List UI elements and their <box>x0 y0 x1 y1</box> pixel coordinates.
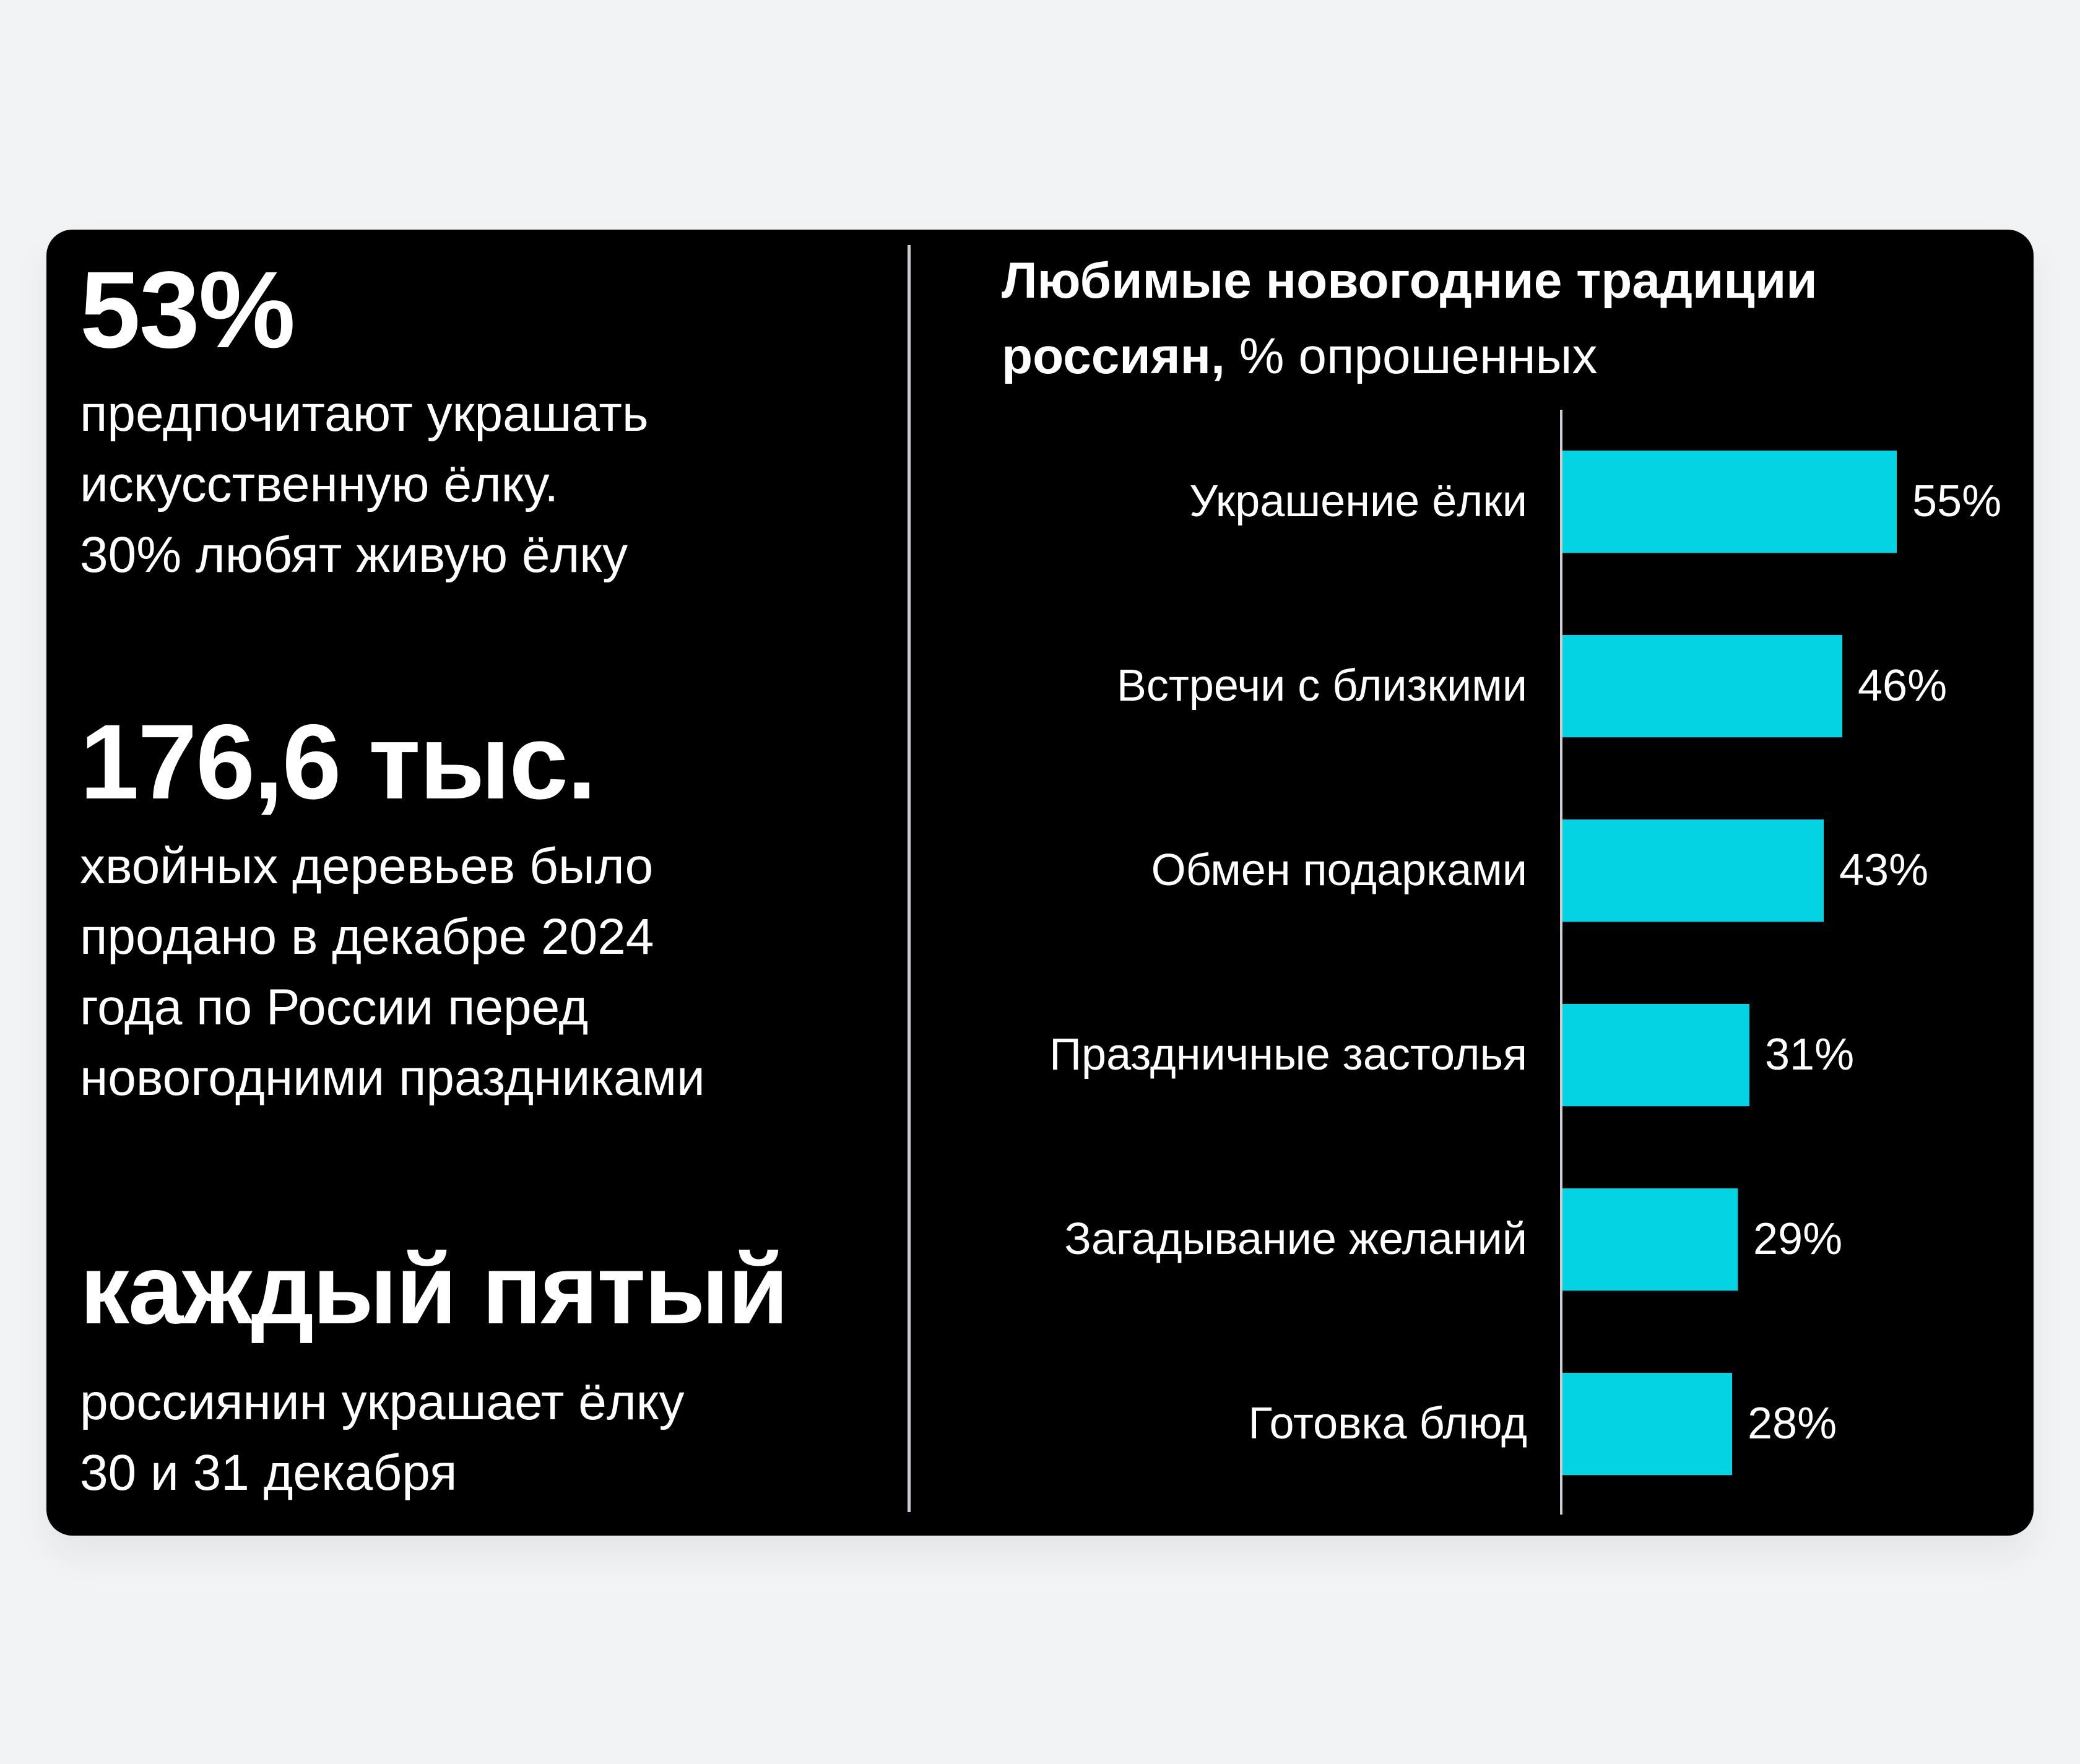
stat-every-fifth-description: россиянин украшает ёлку 30 и 31 декабря <box>80 1367 685 1508</box>
bar-row: Готовка блюд 28% <box>46 1373 2034 1475</box>
stat-every-fifth-value: каждый пятый <box>80 1234 789 1344</box>
category-label: Готовка блюд <box>1248 1399 1527 1448</box>
description-line: 30% любят живую ёлку <box>80 527 628 583</box>
bar <box>1562 1004 1749 1106</box>
stat-artificial-tree-description: предпочитают украшать искусственную ёлку… <box>80 379 649 590</box>
category-label: Загадывание желаний <box>1064 1214 1527 1264</box>
chart-axis-line <box>1560 410 1562 1515</box>
value-label: 29% <box>1753 1214 1843 1264</box>
description-line: хвойных деревьев было <box>80 838 654 894</box>
stat-artificial-tree-value: 53% <box>80 249 295 371</box>
description-line: 30 и 31 декабря <box>80 1445 457 1501</box>
description-line: года по России перед <box>80 979 589 1035</box>
chart-title: Любимые новогодние традиции россиян, % о… <box>1002 243 1818 394</box>
description-line: новогодними праздниками <box>80 1050 705 1106</box>
stat-trees-sold-value: 176,6 тыс. <box>80 703 597 821</box>
bar <box>1562 635 1842 737</box>
category-label: Праздничные застолья <box>1049 1030 1527 1079</box>
value-label: 31% <box>1765 1030 1855 1079</box>
bar-row: Встречи с близкими 46% <box>46 635 2034 737</box>
description-line: предпочитают украшать <box>80 386 649 442</box>
bar-row: Загадывание желаний 29% <box>46 1188 2034 1291</box>
chart-title-line1: Любимые новогодние традиции <box>1002 253 1818 309</box>
bar-row: Украшение ёлки 55% <box>46 451 2034 553</box>
value-label: 28% <box>1748 1399 1837 1448</box>
category-label: Обмен подарками <box>1151 845 1527 895</box>
bar <box>1562 451 1897 553</box>
bar <box>1562 1373 1732 1475</box>
value-label: 43% <box>1839 845 1929 895</box>
bar <box>1562 1188 1738 1291</box>
value-label: 55% <box>1912 477 2002 526</box>
chart-title-bold-part: россиян, <box>1002 328 1225 384</box>
bar <box>1562 819 1824 922</box>
description-line: продано в декабре 2024 <box>80 909 654 965</box>
category-label: Украшение ёлки <box>1189 477 1527 526</box>
column-divider <box>908 245 911 1512</box>
chart-title-unit: % опрошенных <box>1224 328 1598 384</box>
description-line: россиянин украшает ёлку <box>80 1374 685 1430</box>
bar-row: Праздничные застолья 31% <box>46 1004 2034 1106</box>
value-label: 46% <box>1858 661 1948 711</box>
category-label: Встречи с близкими <box>1116 661 1527 711</box>
bar-row: Обмен подарками 43% <box>46 819 2034 922</box>
infographic-card: 53% предпочитают украшать искусственную … <box>46 230 2034 1536</box>
description-line: искусственную ёлку. <box>80 456 559 512</box>
stat-trees-sold-description: хвойных деревьев было продано в декабре … <box>80 831 705 1113</box>
